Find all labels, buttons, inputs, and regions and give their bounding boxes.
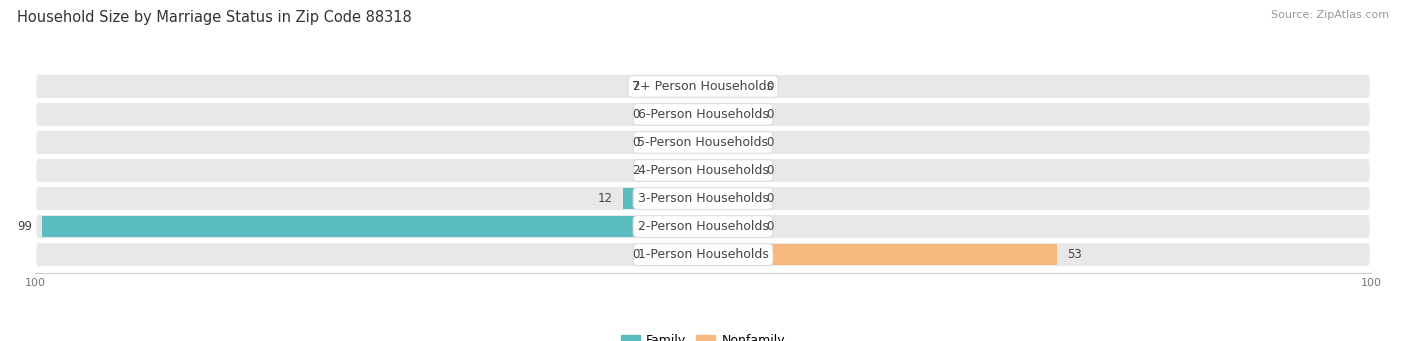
Text: Household Size by Marriage Status in Zip Code 88318: Household Size by Marriage Status in Zip… [17, 10, 412, 25]
Bar [650, 132, 703, 152]
FancyBboxPatch shape [35, 214, 1371, 239]
Text: 4-Person Households: 4-Person Households [637, 164, 769, 177]
Text: 0: 0 [633, 108, 640, 121]
Text: 3-Person Households: 3-Person Households [637, 192, 769, 205]
Bar [703, 132, 756, 152]
Text: 99: 99 [17, 220, 32, 233]
Bar [650, 160, 703, 181]
Bar [703, 189, 756, 209]
Text: 2: 2 [633, 80, 640, 93]
Bar [703, 244, 1057, 265]
FancyBboxPatch shape [35, 102, 1371, 127]
FancyBboxPatch shape [35, 130, 1371, 155]
FancyBboxPatch shape [35, 186, 1371, 211]
FancyBboxPatch shape [35, 74, 1371, 99]
Text: 0: 0 [766, 136, 773, 149]
Text: 7+ Person Households: 7+ Person Households [633, 80, 773, 93]
Text: 0: 0 [633, 136, 640, 149]
Bar [623, 189, 703, 209]
Text: 12: 12 [598, 192, 613, 205]
Bar [42, 217, 703, 237]
Text: Source: ZipAtlas.com: Source: ZipAtlas.com [1271, 10, 1389, 20]
Bar [650, 76, 703, 97]
Text: 0: 0 [766, 80, 773, 93]
FancyBboxPatch shape [35, 158, 1371, 183]
Text: 1-Person Households: 1-Person Households [637, 248, 769, 261]
Bar [703, 104, 756, 124]
Bar [703, 160, 756, 181]
Text: 53: 53 [1067, 248, 1081, 261]
Bar [650, 104, 703, 124]
Bar [703, 76, 756, 97]
FancyBboxPatch shape [35, 242, 1371, 267]
Text: 2: 2 [633, 164, 640, 177]
Text: 0: 0 [633, 248, 640, 261]
Text: 0: 0 [766, 192, 773, 205]
Legend: Family, Nonfamily: Family, Nonfamily [616, 329, 790, 341]
Text: 0: 0 [766, 108, 773, 121]
Text: 0: 0 [766, 164, 773, 177]
Text: 6-Person Households: 6-Person Households [637, 108, 769, 121]
Text: 5-Person Households: 5-Person Households [637, 136, 769, 149]
Text: 0: 0 [766, 220, 773, 233]
Bar [650, 244, 703, 265]
Bar [703, 217, 756, 237]
Text: 2-Person Households: 2-Person Households [637, 220, 769, 233]
